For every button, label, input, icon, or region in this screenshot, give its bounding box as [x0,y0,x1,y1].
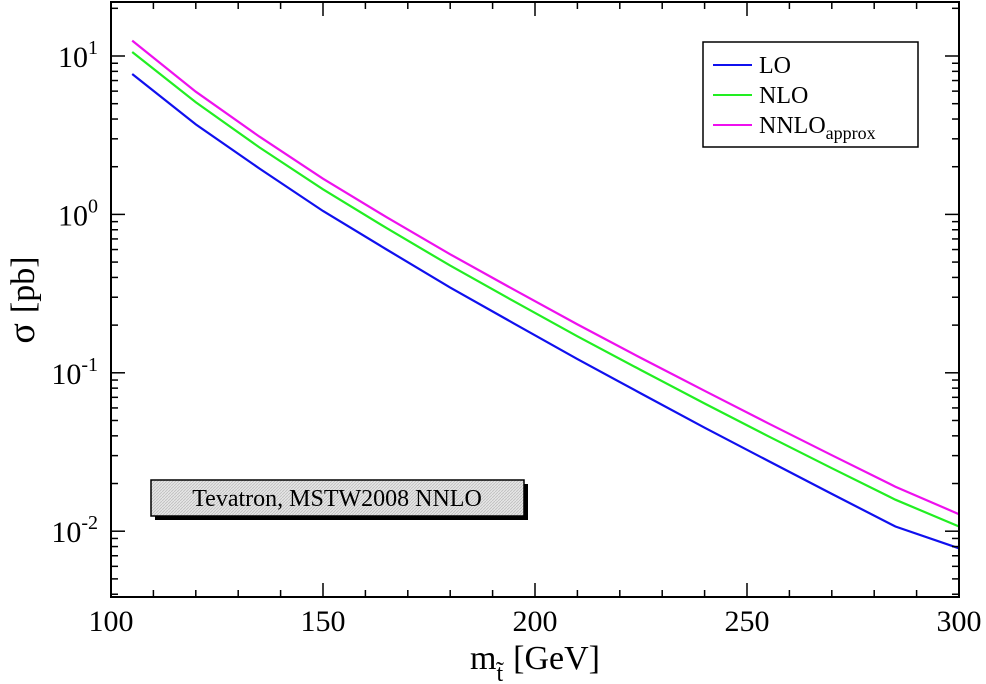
y-tick-label: 10-2 [51,512,98,549]
x-tick-label: 150 [301,605,346,638]
x-tick-label: 250 [725,605,770,638]
x-axis-label-unit: [GeV] [513,640,600,677]
legend-label-nlo: NLO [759,83,808,109]
series-lines [131,39,960,550]
y-tick-label: 101 [58,37,98,74]
y-axis-label: σ [pb] [1,256,43,343]
x-tick-label: 300 [937,605,982,638]
x-axis-label-main: m [470,640,496,677]
y-tick-labels: 101 100 10-1 10-2 [51,37,98,549]
legend-label-nnlo-sub: approx [826,123,876,143]
annotation-background [150,479,525,517]
annotation-box: Tevatron, MSTW2008 NNLO [150,479,528,520]
y-axis-label-symbol: σ [1,323,43,343]
axis-ticks [110,2,960,597]
x-axis-label-sub: t̃ [496,661,504,684]
x-tick-labels: 100 150 200 250 300 [89,605,982,638]
legend-box [702,41,919,148]
series-line-nnlo-approx [131,39,960,516]
annotation-text: Tevatron, MSTW2008 NNLO [192,486,482,512]
x-tick-label: 100 [89,605,134,638]
series-line-nlo [131,51,960,528]
series-line-lo [131,73,960,550]
legend-label-nnlo: NNLOapprox [759,113,876,143]
x-axis-label: mt̃ [GeV] [470,640,600,684]
legend-label-lo: LO [759,53,791,79]
y-tick-label: 10-1 [51,354,98,391]
y-tick-label: 100 [58,195,98,232]
x-tick-label: 200 [513,605,558,638]
legend: LO NLO NNLOapprox [702,41,919,148]
y-axis-label-unit: [pb] [5,256,42,313]
